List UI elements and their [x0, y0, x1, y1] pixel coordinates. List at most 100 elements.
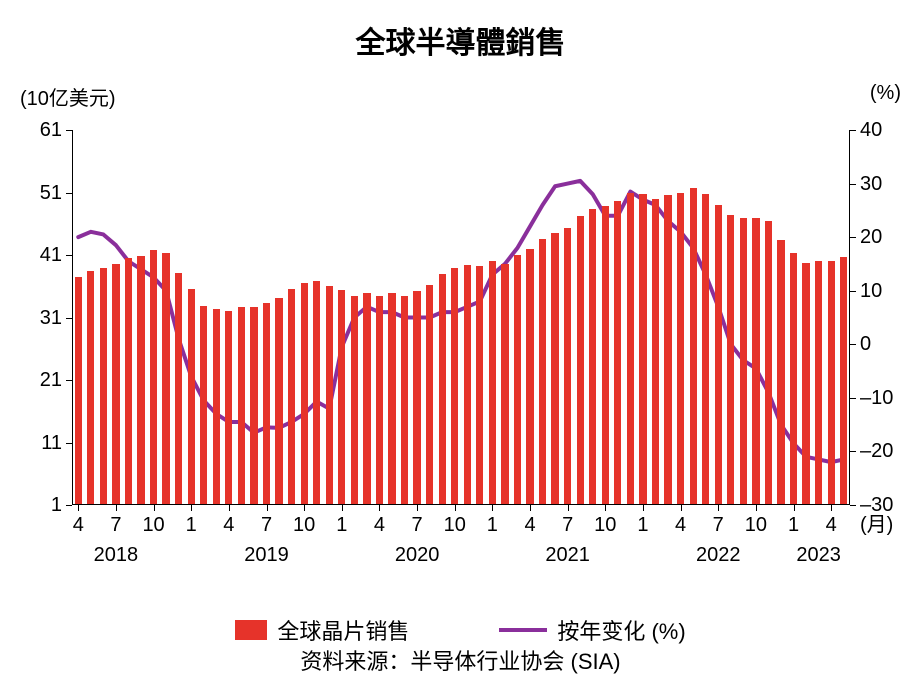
bar — [514, 255, 521, 505]
x-tick — [605, 505, 606, 511]
x-month-label: 7 — [110, 515, 121, 535]
axis-line — [72, 504, 850, 505]
bar — [815, 261, 822, 505]
bar — [564, 228, 571, 506]
bar — [627, 193, 634, 505]
bar — [288, 289, 295, 505]
x-month-label: 1 — [186, 515, 197, 535]
bar — [401, 296, 408, 505]
bar — [828, 261, 835, 505]
y-left-tick — [66, 193, 72, 194]
bar — [275, 298, 282, 506]
x-month-label: 1 — [336, 515, 347, 535]
legend-swatch-line — [499, 628, 547, 632]
y-right-tick-label: 40 — [860, 120, 882, 140]
y-left-tick-label: 11 — [41, 433, 62, 453]
x-year-label: 2021 — [545, 545, 590, 565]
x-tick — [154, 505, 155, 511]
x-tick — [191, 505, 192, 511]
axis-line — [849, 130, 850, 505]
bar — [602, 206, 609, 505]
bar — [125, 258, 132, 505]
bar — [777, 240, 784, 505]
bar — [489, 261, 496, 505]
bar — [426, 285, 433, 505]
x-tick — [379, 505, 380, 511]
bar — [175, 273, 182, 506]
x-tick — [455, 505, 456, 511]
x-tick — [492, 505, 493, 511]
x-month-label: 7 — [713, 515, 724, 535]
y-right-tick — [850, 398, 856, 399]
x-tick — [267, 505, 268, 511]
x-tick — [417, 505, 418, 511]
x-year-label: 2020 — [395, 545, 440, 565]
x-tick — [530, 505, 531, 511]
bar — [137, 256, 144, 505]
x-month-label: 4 — [73, 515, 84, 535]
bar — [727, 215, 734, 505]
bar — [639, 194, 646, 505]
bar — [263, 303, 270, 506]
y-right-tick — [850, 505, 856, 506]
x-tick — [116, 505, 117, 511]
x-tick — [681, 505, 682, 511]
y-right-tick-label: –20 — [860, 441, 893, 461]
plot-area — [72, 130, 850, 505]
bar — [526, 249, 533, 505]
x-month-label: 10 — [293, 515, 315, 535]
bar — [213, 309, 220, 505]
bar — [100, 268, 107, 506]
chart-container: 全球半導體銷售 (10亿美元) (%) 全球晶片销售按年变化 (%) 资料来源：… — [0, 0, 921, 690]
x-tick — [229, 505, 230, 511]
legend: 全球晶片销售按年变化 (%) — [0, 614, 921, 646]
x-tick — [342, 505, 343, 511]
bar — [87, 271, 94, 505]
y-left-tick — [66, 380, 72, 381]
y-left-unit-label: (10亿美元) — [20, 82, 116, 111]
bar — [313, 281, 320, 505]
bar — [413, 291, 420, 505]
x-unit-label: (月) — [860, 515, 893, 535]
axis-line — [72, 130, 73, 505]
x-tick — [304, 505, 305, 511]
x-tick — [831, 505, 832, 511]
bar — [301, 283, 308, 506]
x-year-label: 2022 — [696, 545, 741, 565]
y-right-tick — [850, 344, 856, 345]
legend-label: 全球晶片销售 — [277, 614, 409, 646]
bar — [439, 274, 446, 505]
bar — [740, 218, 747, 506]
x-year-label: 2018 — [94, 545, 139, 565]
bar — [238, 307, 245, 505]
bar — [75, 277, 82, 505]
y-left-tick-label: 51 — [40, 183, 62, 203]
bar — [501, 264, 508, 505]
y-left-tick-label: 1 — [51, 495, 62, 515]
bar — [338, 290, 345, 505]
bar — [112, 264, 119, 505]
bar — [539, 239, 546, 505]
bar — [664, 195, 671, 505]
bar — [162, 253, 169, 506]
x-tick — [756, 505, 757, 511]
x-month-label: 10 — [594, 515, 616, 535]
y-right-tick — [850, 291, 856, 292]
y-left-tick-label: 61 — [40, 120, 62, 140]
bar — [363, 293, 370, 506]
bar — [250, 307, 257, 505]
legend-swatch-bar — [235, 620, 267, 640]
x-month-label: 7 — [562, 515, 573, 535]
bar — [476, 266, 483, 505]
y-right-unit-label: (%) — [870, 82, 901, 105]
bar — [802, 263, 809, 505]
x-month-label: 1 — [487, 515, 498, 535]
x-month-label: 7 — [412, 515, 423, 535]
y-right-tick-label: –30 — [860, 495, 893, 515]
x-month-label: 4 — [675, 515, 686, 535]
legend-item: 全球晶片销售 — [235, 614, 409, 646]
bar — [376, 296, 383, 505]
x-month-label: 4 — [374, 515, 385, 535]
bar — [388, 293, 395, 506]
source-text: 资料来源：半导体行业协会 (SIA) — [0, 644, 921, 676]
